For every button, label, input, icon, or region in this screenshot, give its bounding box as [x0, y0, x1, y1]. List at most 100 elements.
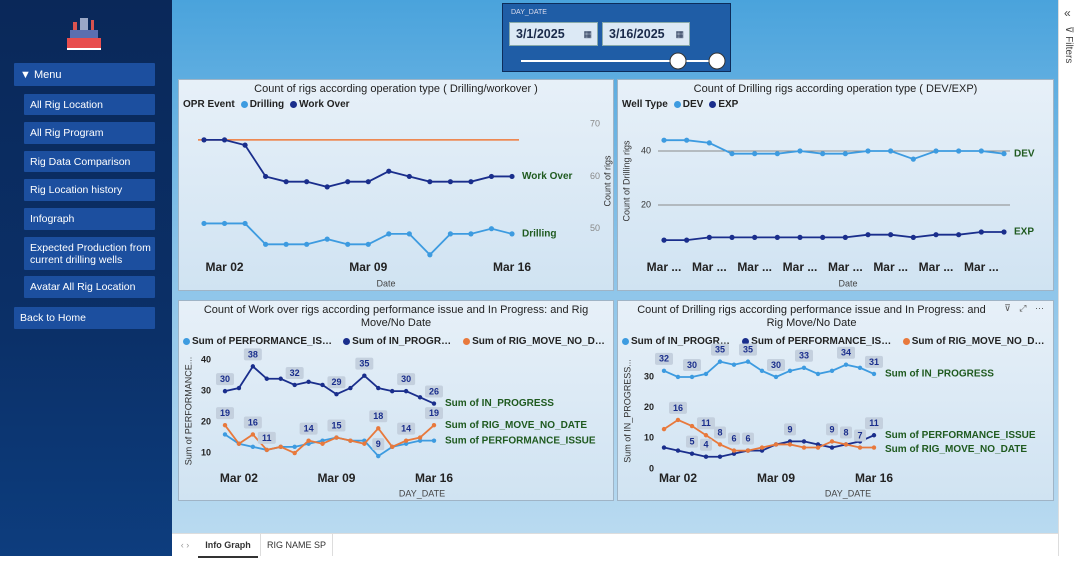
data-label-bg	[327, 419, 346, 432]
data-point	[417, 395, 423, 400]
filters-text: Filters	[1063, 36, 1074, 64]
data-point	[888, 148, 894, 154]
chart-panel: Count of Work over rigs according perfor…	[178, 300, 614, 501]
nav-item[interactable]: Infograph	[24, 208, 155, 230]
end-date[interactable]: 3/16/2025 ▦	[602, 22, 690, 46]
data-point	[703, 371, 709, 377]
data-label: 35	[715, 345, 725, 355]
data-point	[1001, 229, 1007, 235]
legend-swatch	[742, 338, 750, 345]
nav-item[interactable]: Avatar All Rig Location	[24, 276, 155, 298]
collapse-icon[interactable]: «	[1064, 6, 1071, 20]
x-tick-label: Mar 02	[659, 471, 697, 485]
data-point	[684, 237, 690, 243]
slider-handle[interactable]	[708, 52, 726, 70]
data-point	[447, 231, 453, 237]
visual-header-icons[interactable]: ⊽ ⤢ ⋯	[1004, 303, 1047, 313]
start-date[interactable]: 3/1/2025 ▦	[509, 22, 598, 46]
legend: OPR Event Drilling Work Over	[183, 99, 609, 110]
data-point	[201, 137, 207, 143]
nav-item[interactable]: Rig Data Comparison	[24, 151, 155, 172]
data-point	[403, 441, 409, 446]
data-point	[264, 447, 269, 453]
data-label: 11	[701, 418, 711, 428]
data-point	[283, 241, 289, 247]
legend-item: Sum of IN_PROGRESS	[343, 336, 457, 347]
data-point	[801, 439, 807, 444]
data-point	[390, 444, 395, 450]
data-label-bg	[697, 417, 715, 430]
menu-toggle[interactable]: ▼ Menu	[14, 63, 155, 86]
data-point	[759, 448, 765, 453]
data-label-bg	[257, 431, 276, 444]
data-label-bg	[425, 385, 443, 398]
date-slicer[interactable]: DAY_DATE 3/1/2025 ▦ 3/16/2025 ▦	[502, 3, 731, 72]
nav-item[interactable]: All Rig Program	[24, 122, 155, 144]
data-label-bg	[243, 416, 262, 429]
data-point	[222, 432, 228, 437]
x-tick-label: Mar 02	[220, 471, 258, 485]
data-point	[292, 444, 297, 450]
tab[interactable]: RIG NAME SP	[260, 534, 333, 556]
filters-label: ⊽ Filters	[1063, 26, 1074, 64]
y-axis-title: Count of Drilling rigs	[621, 140, 631, 222]
data-point	[390, 388, 395, 394]
data-label-bg	[397, 422, 416, 435]
data-point	[447, 179, 453, 185]
data-point	[427, 179, 433, 185]
data-point	[675, 374, 681, 380]
data-point	[386, 168, 392, 174]
data-label-bg	[739, 343, 757, 356]
data-point	[842, 234, 848, 240]
data-point	[731, 362, 737, 367]
data-point	[376, 426, 381, 431]
data-point	[278, 376, 283, 381]
data-point	[661, 426, 667, 432]
data-point	[703, 454, 709, 459]
data-point	[292, 450, 297, 456]
data-point	[787, 439, 793, 444]
data-label-bg	[216, 407, 234, 420]
x-tick-label: Mar 16	[415, 471, 453, 485]
data-label: 9	[787, 424, 792, 434]
data-point	[264, 376, 269, 381]
data-label-bg	[865, 355, 883, 368]
data-point	[797, 234, 803, 240]
nav-item[interactable]: Expected Production from current drillin…	[24, 237, 155, 270]
data-point	[376, 453, 381, 459]
data-point	[365, 241, 371, 247]
back-button[interactable]: Back to Home	[14, 307, 155, 329]
logo	[67, 18, 101, 50]
slider[interactable]	[503, 50, 732, 72]
data-point	[242, 220, 248, 227]
legend-item: Sum of PERFORMANCE_ISSUE	[183, 336, 337, 347]
tab[interactable]: Info Graph	[198, 534, 258, 558]
data-point	[787, 442, 793, 447]
data-point	[703, 433, 709, 438]
x-axis-title: DAY_DATE	[399, 488, 445, 498]
x-tick-label: Mar 16	[493, 260, 531, 274]
slicer-label: DAY_DATE	[511, 9, 547, 16]
x-tick-label: Mar 09	[757, 471, 795, 485]
series-line	[664, 231, 1004, 241]
data-point	[661, 137, 667, 143]
data-point	[843, 362, 849, 367]
data-point	[865, 232, 871, 238]
data-point	[661, 445, 667, 450]
end-label: Sum of RIG_MOVE_NO_DATE	[445, 420, 587, 431]
nav-item[interactable]: Rig Location history	[24, 179, 155, 201]
data-label: 11	[262, 433, 272, 443]
nav-item[interactable]: All Rig Location	[24, 94, 155, 115]
slider-handle[interactable]	[669, 52, 687, 70]
chart-title: Count of Drilling rigs according operati…	[693, 83, 978, 95]
data-point	[910, 234, 916, 240]
data-point	[509, 173, 515, 180]
y-tick-label: 70	[590, 119, 600, 129]
data-label: 7	[857, 430, 862, 440]
data-label-bg	[683, 358, 701, 371]
page-tabs: ‹ › Info Graph RIG NAME SP	[172, 533, 1058, 558]
data-point	[488, 226, 495, 232]
data-label: 29	[331, 377, 341, 387]
filters-pane[interactable]: « ⊽ Filters	[1058, 0, 1080, 556]
tab-nav[interactable]: ‹ ›	[180, 540, 190, 550]
